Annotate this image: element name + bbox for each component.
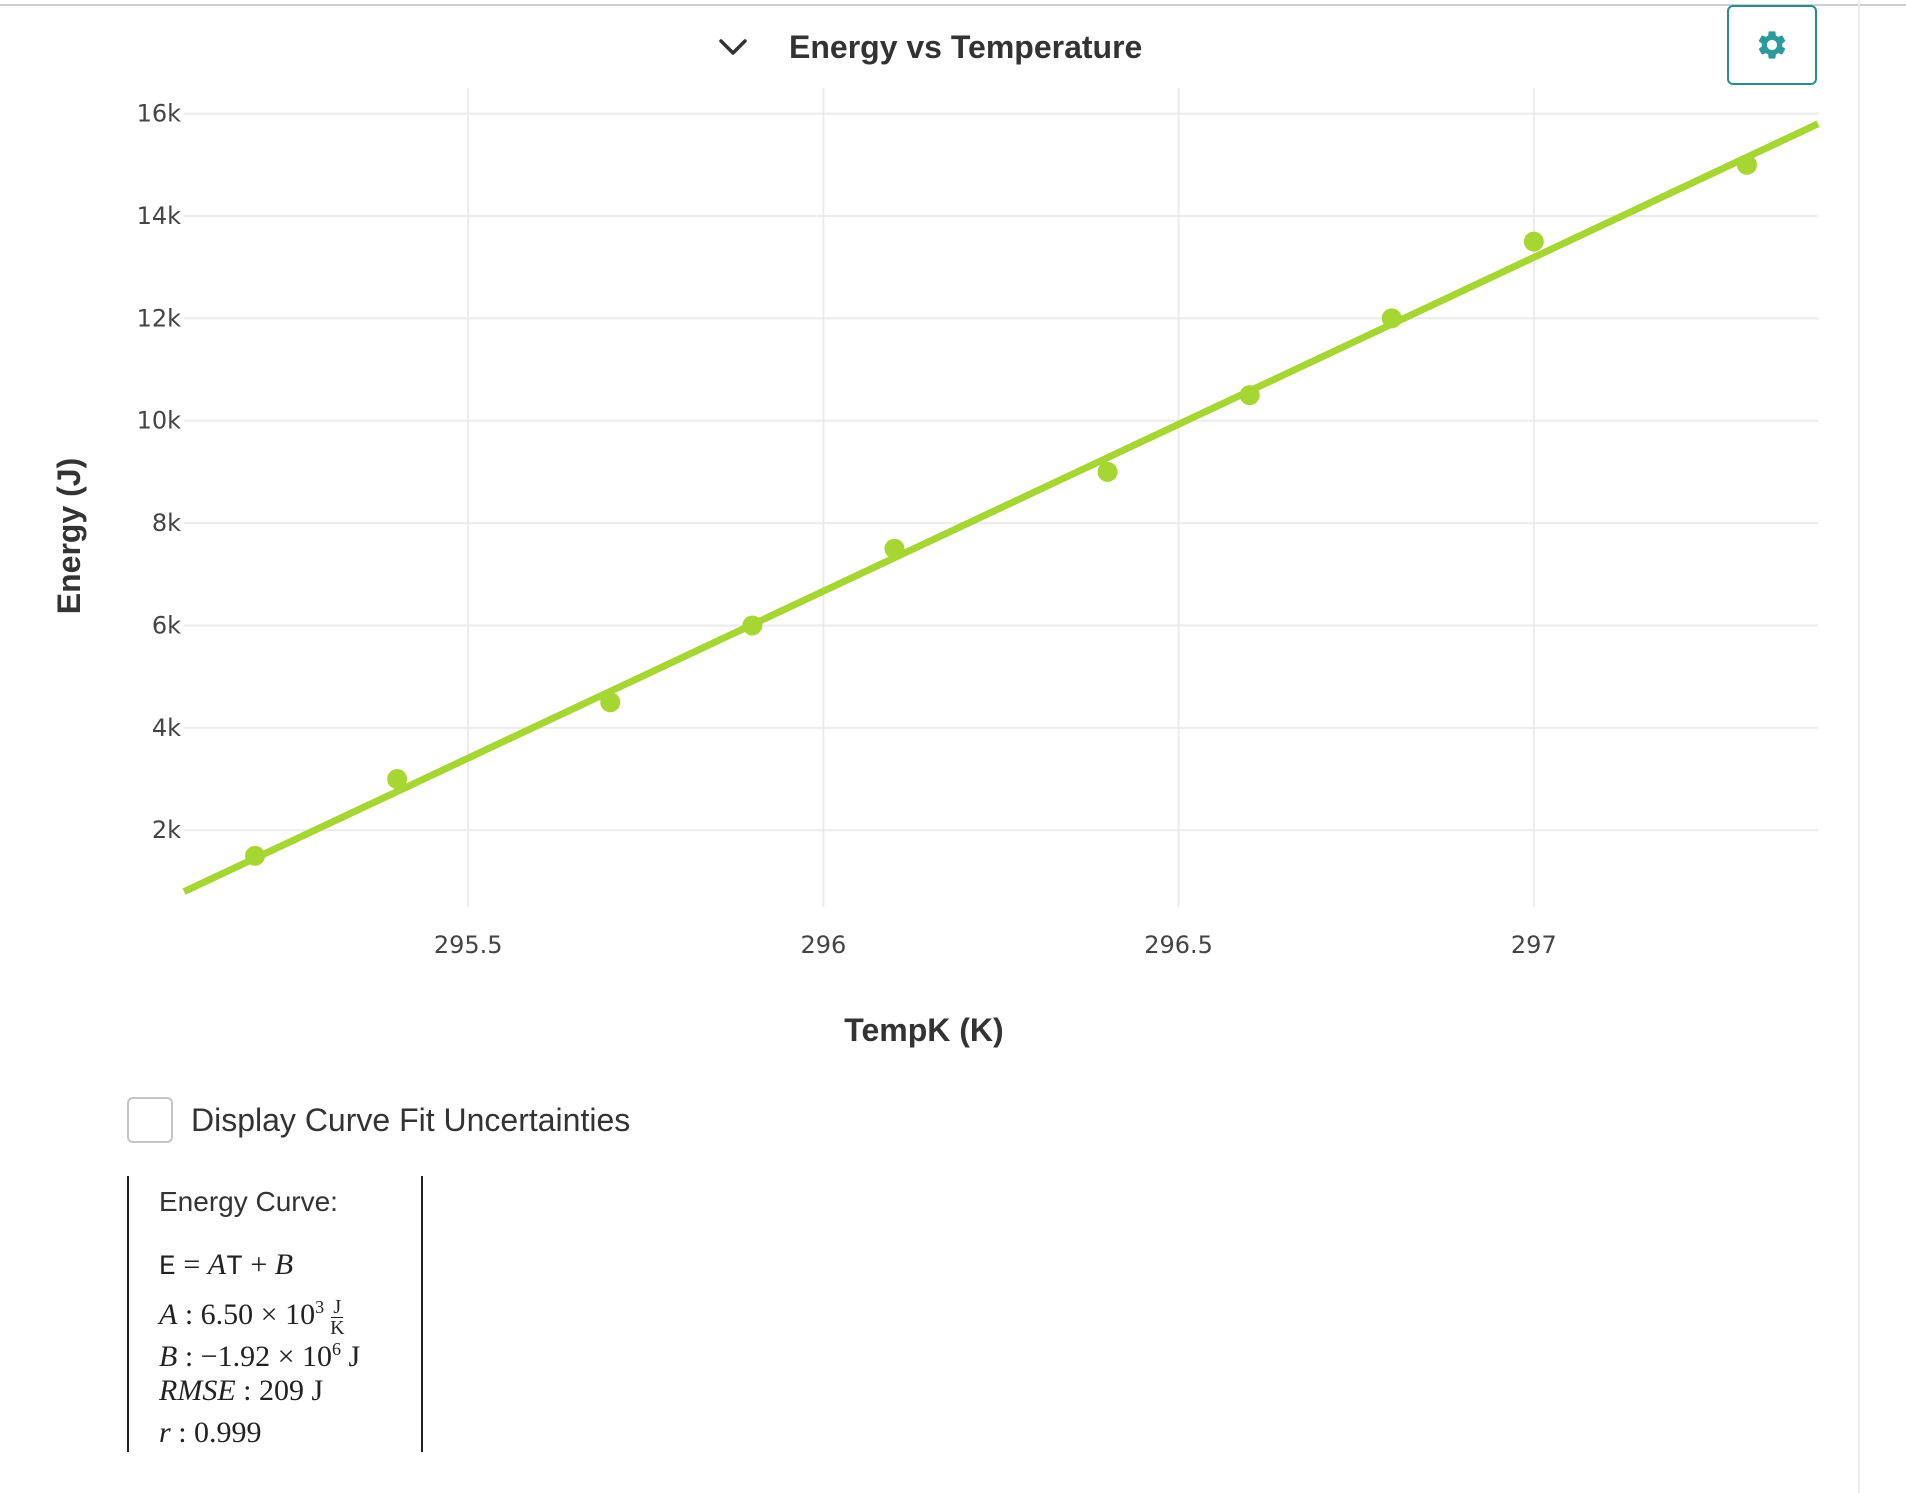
chart-header: Energy vs Temperature [715, 22, 1142, 72]
x-tick-label: 297 [1511, 931, 1557, 959]
y-axis-ticks: 2k 4k 6k 8k 10k 12k 14k 16k [137, 100, 182, 845]
y-tick-label: 14k [137, 202, 182, 230]
fit-parameter-a: A : 6.50 × 103 J K [159, 1295, 345, 1339]
y-tick-label: 2k [152, 816, 181, 844]
chevron-down-icon[interactable] [715, 29, 751, 65]
y-tick-label: 12k [137, 304, 182, 332]
gear-icon [1758, 31, 1786, 59]
x-axis-ticks: 295.5 296 296.5 297 [434, 931, 1557, 959]
y-tick-label: 16k [137, 100, 182, 128]
data-point [245, 845, 266, 866]
data-point [1239, 385, 1260, 406]
data-point [600, 692, 621, 713]
x-tick-label: 295.5 [434, 931, 503, 959]
y-tick-label: 4k [152, 714, 181, 742]
right-border [1858, 0, 1860, 1493]
uncertainty-checkbox[interactable] [127, 1097, 173, 1143]
fit-heading: Energy Curve: [159, 1186, 338, 1217]
x-tick-label: 296.5 [1144, 931, 1213, 959]
y-tick-label: 10k [137, 407, 182, 435]
y-axis-title: Energy (J) [51, 458, 87, 614]
x-axis-title: TempK (K) [844, 1012, 1003, 1048]
uncertainty-toggle[interactable]: Display Curve Fit Uncertainties [127, 1097, 630, 1143]
y-tick-label: 8k [152, 509, 181, 537]
data-point [884, 538, 905, 559]
data-point [1097, 461, 1118, 482]
data-point [387, 769, 408, 790]
uncertainty-label: Display Curve Fit Uncertainties [191, 1101, 631, 1138]
curve-fit-results: Energy Curve: E = AT + B A : 6.50 × 103 J… [127, 1176, 423, 1452]
data-points [245, 154, 1757, 866]
fit-equation: E = AT + B [159, 1248, 294, 1283]
fit-rmse: RMSE : 209 J [159, 1374, 324, 1407]
fit-line [182, 120, 1820, 895]
grid-lines [184, 88, 1818, 907]
data-point [1381, 308, 1402, 329]
data-point [1523, 231, 1544, 252]
x-tick-label: 296 [800, 931, 846, 959]
fit-line-group [182, 120, 1820, 895]
settings-button[interactable] [1727, 5, 1817, 85]
chart-title: Energy vs Temperature [789, 28, 1143, 65]
data-point [742, 615, 763, 636]
energy-temperature-chart: 295.5 296 296.5 297 2k 4k 6k 8k 10k 12k 14k 16k Te… [51, 88, 1820, 1048]
fit-correlation: r : 0.999 [159, 1416, 262, 1449]
y-tick-label: 6k [152, 611, 181, 639]
data-point [1736, 154, 1757, 175]
top-border [0, 4, 1906, 6]
fit-parameter-b: B : −1.92 × 106 J [159, 1339, 361, 1373]
